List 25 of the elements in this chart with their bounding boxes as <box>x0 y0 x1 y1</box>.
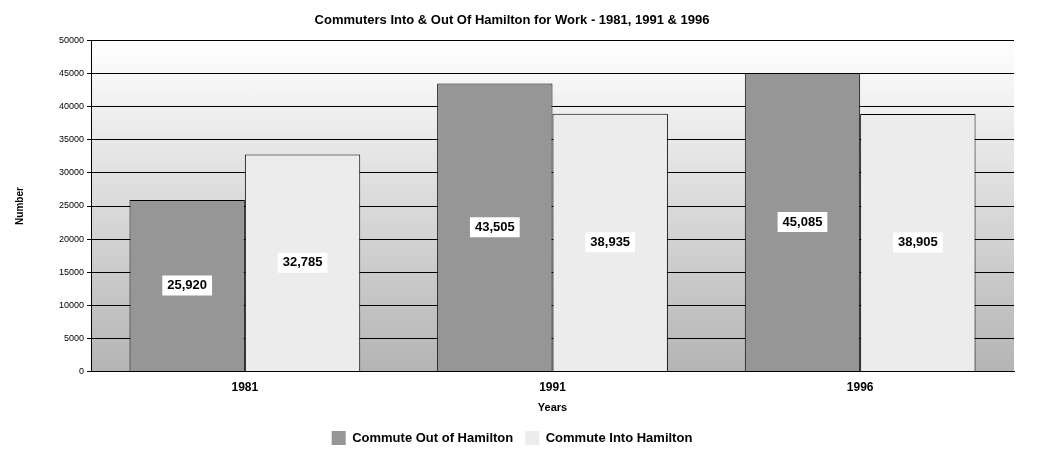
legend-label: Commute Out of Hamilton <box>352 429 514 445</box>
legend-label: Commute Into Hamilton <box>545 429 693 445</box>
data-label: 32,785 <box>282 254 323 270</box>
y-tick-label: 45000 <box>59 68 85 79</box>
data-label: 43,505 <box>474 218 515 234</box>
y-tick-label: 0 <box>79 365 85 376</box>
y-tick-label: 25000 <box>59 200 85 211</box>
y-tick-label: 5000 <box>64 332 85 343</box>
y-tick-label: 10000 <box>59 299 85 310</box>
chart-title: Commuters Into & Out Of Hamilton for Work - 1981, 1991 & 1996 <box>314 12 710 28</box>
y-tick-label: 20000 <box>59 233 85 244</box>
y-tick-label: 40000 <box>59 101 85 112</box>
y-tick-label: 50000 <box>59 35 85 46</box>
x-axis-title: Years <box>537 401 568 414</box>
data-label: 38,905 <box>897 234 938 250</box>
x-tick-label: 1981 <box>231 379 259 394</box>
data-label: 38,935 <box>590 233 631 249</box>
y-tick-label: 35000 <box>59 134 85 145</box>
data-label: 25,920 <box>167 276 208 292</box>
y-tick-label: 30000 <box>59 167 85 178</box>
x-tick-label: 1996 <box>846 379 874 394</box>
x-tick-label: 1991 <box>539 379 567 394</box>
y-tick-label: 15000 <box>59 266 85 277</box>
y-axis-title: Number <box>13 187 25 225</box>
data-label: 45,085 <box>782 213 823 229</box>
